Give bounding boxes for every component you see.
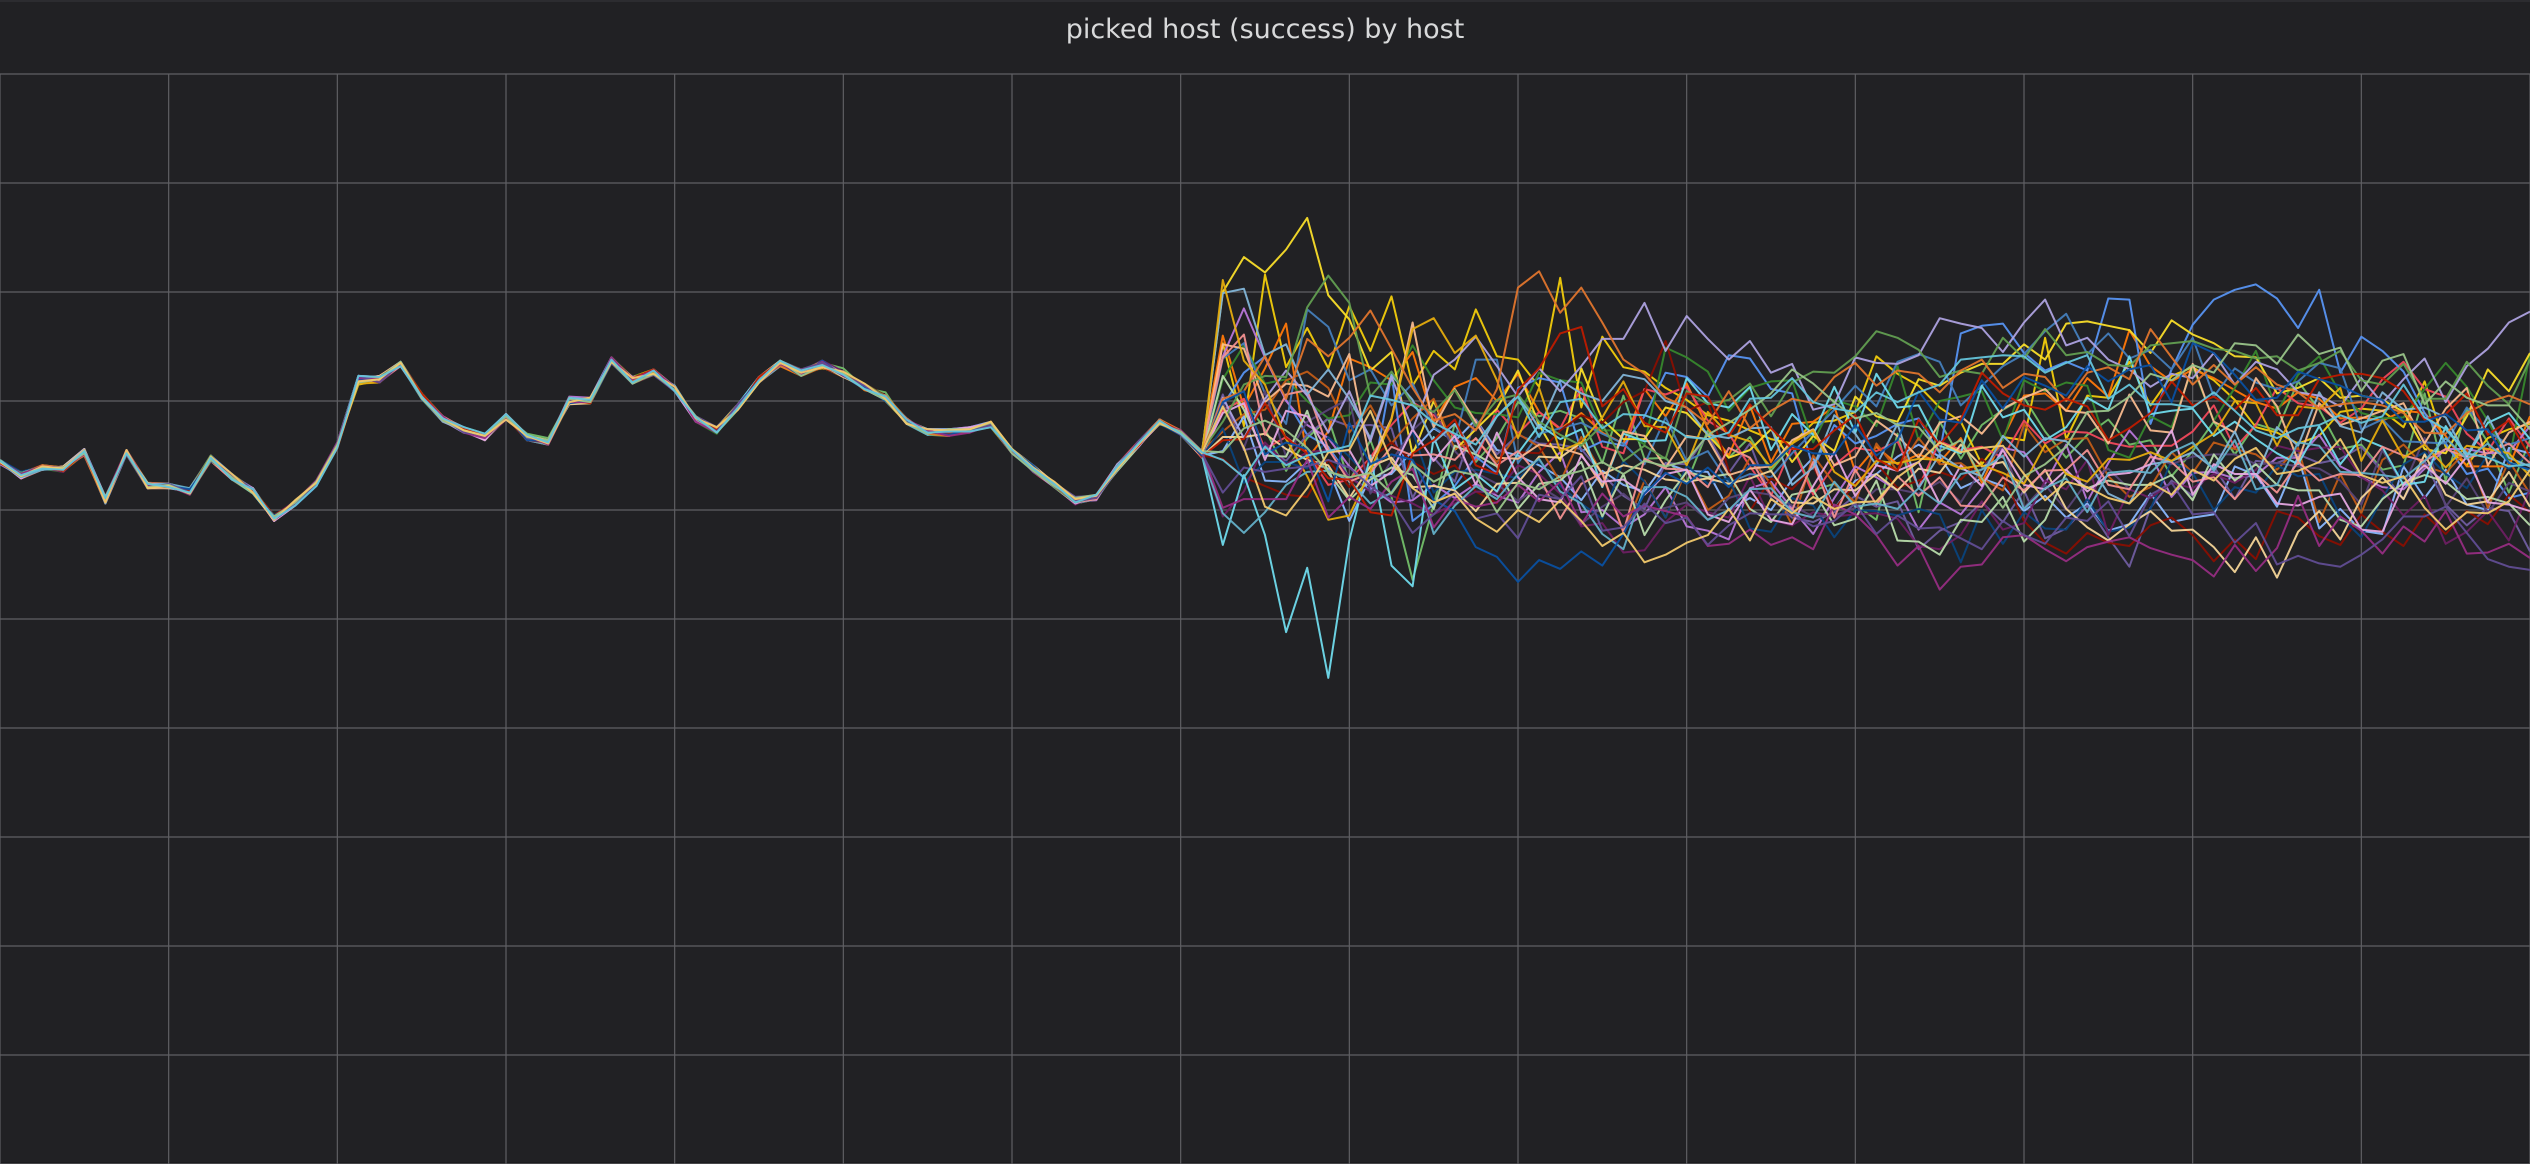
series-line: [0, 354, 2530, 520]
series-line: [0, 333, 2530, 518]
series-line: [0, 325, 2530, 517]
series-line: [0, 308, 2530, 522]
panel-title: picked host (success) by host: [1065, 14, 1465, 45]
